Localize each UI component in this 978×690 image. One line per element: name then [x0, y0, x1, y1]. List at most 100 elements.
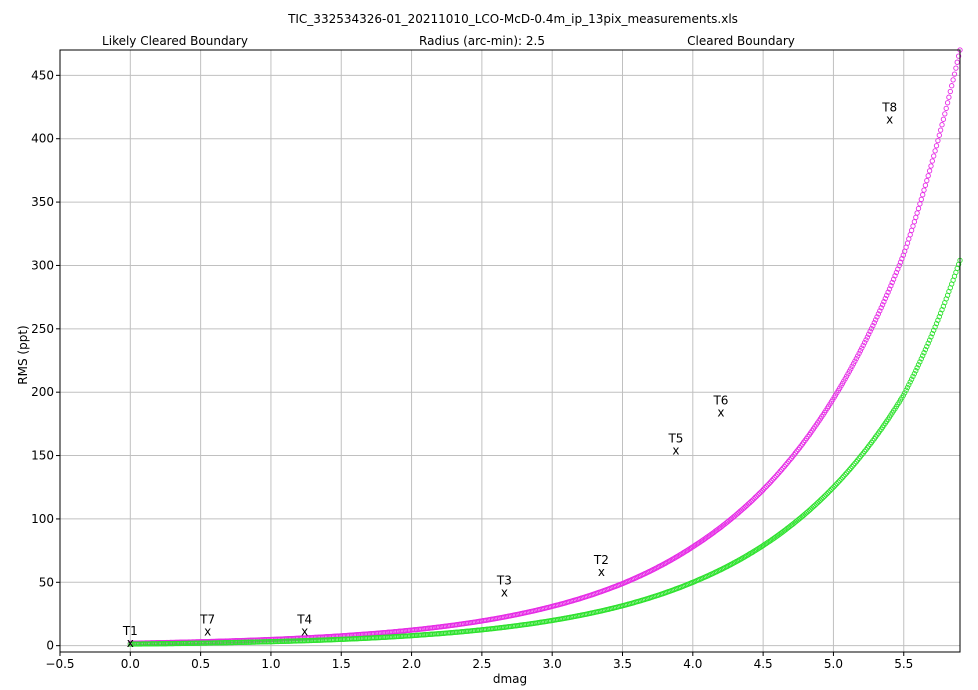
series-0-point [940, 116, 947, 122]
series-0-point [850, 361, 857, 367]
y-tick-label-4: 200 [31, 385, 54, 399]
series-0-point [856, 350, 862, 357]
series-0-point [888, 283, 894, 289]
series-0-point [907, 232, 913, 238]
series-0-point [859, 345, 865, 351]
series-1-point [843, 470, 850, 476]
series-1-point [928, 334, 934, 340]
series-0-point [758, 489, 764, 495]
series-1-point [926, 337, 933, 343]
series-0-point [785, 458, 792, 465]
series-0-point [747, 500, 753, 506]
series-0-point [937, 127, 944, 133]
series-1-point [911, 370, 918, 377]
x-tick-label-1: 0.0 [121, 657, 140, 671]
legend-likely-cleared-boundary: Likely Cleared Boundary [102, 34, 248, 48]
series-0-point [954, 59, 960, 65]
y-tick-label-3: 150 [31, 449, 54, 463]
target-marker-t8: x [886, 113, 893, 127]
series-1-point [837, 477, 843, 484]
series-1-point [904, 384, 911, 391]
series-1-point [936, 314, 942, 320]
series-0-point [890, 276, 897, 282]
series-1-point [845, 468, 851, 475]
x-axis-ticks: −0.5 0.0 0.5 1.0 1.5 2.0 2.5 3.0 3.5 4.0 4.5 5.0 5.5 [45, 652, 913, 671]
series-0-point [867, 328, 873, 335]
series-1-point [932, 324, 938, 330]
series-0-point [932, 148, 938, 154]
series-1-point [917, 359, 923, 365]
series-0-point [921, 187, 927, 193]
target-label-t7: T7 [199, 613, 215, 627]
series-0-point [861, 339, 868, 346]
series-0-point [892, 273, 898, 279]
series-0-point [881, 299, 887, 305]
series-1-point [827, 488, 833, 494]
series-0-point [885, 289, 891, 295]
target-marker-t5: x [672, 443, 679, 457]
target-label-t4: T4 [296, 613, 312, 627]
target-marker-t1: x [127, 636, 134, 650]
series-0-point [939, 122, 945, 128]
series-0-point [931, 153, 937, 159]
series-0-point [778, 467, 785, 473]
series-0-point [908, 227, 915, 234]
series-0-point [889, 279, 895, 286]
series-0-point [879, 302, 886, 308]
series-1 [127, 257, 963, 647]
series-0-point [929, 158, 935, 164]
y-tick-label-9: 450 [31, 68, 54, 82]
series-0-point [950, 77, 956, 83]
series-0-point [928, 163, 934, 169]
series-1-point [931, 327, 937, 333]
series-0-point [896, 262, 902, 269]
y-tick-label-8: 400 [31, 132, 54, 146]
series-1-point [825, 489, 832, 495]
series-0-point [759, 488, 765, 494]
series-1-point [924, 343, 930, 350]
series-0-point [936, 132, 942, 138]
legend-cleared-boundary: Cleared Boundary [687, 34, 795, 48]
series-0-point [870, 323, 876, 329]
series-0-point [944, 100, 951, 106]
x-tick-label-12: 5.5 [894, 657, 913, 671]
target-label-t3: T3 [496, 573, 512, 587]
series-0-point [860, 342, 866, 349]
series-0-point [848, 366, 854, 372]
series-1-point [918, 356, 924, 362]
series-0-point [943, 105, 949, 112]
x-tick-label-0: −0.5 [45, 657, 74, 671]
series-0-point [777, 468, 783, 474]
series-1-point [842, 471, 848, 478]
series-0-point [772, 474, 778, 481]
series-1-point [925, 340, 931, 346]
series-0-point [910, 223, 916, 229]
series-1-point [817, 497, 823, 503]
series-0-point [947, 88, 953, 95]
series-0-point [769, 477, 775, 484]
series-layer [127, 47, 963, 647]
series-0-point [755, 492, 761, 498]
series-0-point [770, 476, 776, 482]
series-1-point [922, 346, 929, 353]
series-0-point [756, 490, 763, 497]
series-0-point [875, 311, 882, 317]
x-tick-label-10: 4.5 [754, 657, 773, 671]
series-1-point [913, 368, 919, 374]
series-0-point [920, 192, 926, 198]
series-0-point [748, 498, 754, 505]
series-0-point [763, 483, 770, 490]
series-1-point [821, 493, 828, 499]
series-1-point [908, 376, 915, 382]
series-0-point [872, 317, 879, 323]
x-tick-label-6: 2.5 [472, 657, 491, 671]
y-axis-label: RMS (ppt) [16, 325, 30, 384]
x-tick-label-5: 2.0 [402, 657, 421, 671]
series-1-point [846, 467, 853, 473]
series-1-point [933, 320, 940, 327]
series-0-point [871, 320, 877, 326]
series-1-point [819, 496, 825, 502]
series-1-point [903, 387, 909, 393]
x-tick-label-9: 4.0 [683, 657, 702, 671]
series-1-point [824, 490, 830, 497]
